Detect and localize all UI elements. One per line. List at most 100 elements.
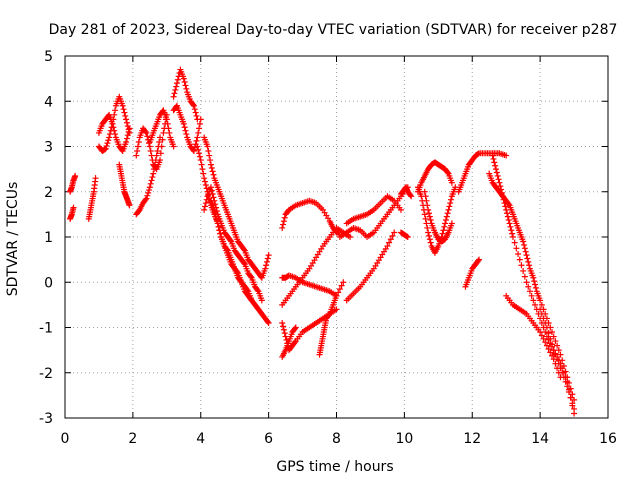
series-sat-ah: [503, 292, 564, 381]
points-layer: [67, 66, 578, 417]
series-sat-z: [397, 229, 411, 240]
data-point: [446, 203, 453, 210]
data-point: [524, 255, 531, 262]
data-point: [552, 338, 559, 345]
data-point: [523, 279, 530, 286]
data-point: [391, 229, 398, 236]
data-point: [134, 148, 141, 155]
data-point: [195, 146, 202, 153]
data-point: [263, 258, 270, 265]
data-point: [493, 166, 500, 173]
y-tick-label: -3: [39, 411, 53, 427]
series-sat-v: [343, 193, 404, 227]
data-point: [181, 124, 188, 131]
data-point: [475, 257, 482, 264]
data-point: [422, 215, 429, 222]
data-point: [505, 217, 512, 224]
data-point: [569, 391, 576, 398]
data-point: [555, 347, 562, 354]
data-point: [201, 178, 208, 185]
data-point: [538, 332, 545, 339]
data-point: [550, 333, 557, 340]
data-point: [545, 330, 552, 337]
data-point: [92, 175, 99, 182]
data-point: [120, 106, 127, 113]
series-sat-f: [116, 161, 133, 209]
series-sat-ag: [489, 152, 578, 417]
data-point: [422, 193, 429, 200]
data-point: [452, 184, 459, 191]
data-point: [142, 128, 149, 135]
data-point: [214, 220, 221, 227]
data-point: [190, 102, 197, 109]
data-point: [280, 323, 287, 330]
series-sat-u: [316, 279, 347, 358]
data-point: [204, 143, 211, 150]
data-point: [565, 388, 572, 395]
data-point: [492, 162, 499, 169]
data-point: [190, 148, 197, 155]
data-point: [106, 131, 113, 138]
data-point: [149, 174, 156, 181]
data-point: [407, 192, 414, 199]
series-sat-ae: [462, 256, 483, 290]
data-point: [279, 224, 286, 231]
data-point: [197, 116, 204, 123]
data-point: [509, 230, 516, 237]
data-point: [150, 170, 157, 177]
data-point: [212, 210, 219, 217]
data-point: [182, 82, 189, 89]
x-tick-label: 6: [264, 431, 273, 447]
data-point: [543, 324, 550, 331]
data-point: [103, 142, 110, 149]
data-point: [147, 180, 154, 187]
data-point: [234, 269, 241, 276]
data-point: [509, 234, 516, 240]
data-point: [281, 214, 288, 221]
x-tick-label: 4: [196, 431, 205, 447]
data-point: [347, 234, 354, 240]
data-point: [521, 273, 528, 280]
series-sat-y: [397, 184, 415, 200]
data-point: [425, 232, 432, 239]
data-point: [170, 93, 177, 100]
data-point: [554, 356, 561, 363]
data-point: [247, 273, 254, 280]
data-point: [126, 125, 133, 132]
data-point: [554, 342, 561, 349]
series-sat-ac: [421, 188, 455, 245]
data-point: [112, 107, 119, 114]
data-point: [504, 210, 511, 217]
data-point: [157, 134, 164, 141]
data-point: [183, 85, 190, 92]
data-point: [495, 176, 502, 183]
data-point: [104, 140, 111, 147]
data-point: [443, 213, 450, 220]
data-point: [106, 134, 113, 141]
data-point: [227, 237, 234, 244]
y-tick-label: -2: [39, 366, 53, 382]
data-point: [525, 283, 532, 290]
data-point: [441, 223, 448, 230]
data-point: [281, 330, 288, 337]
data-point: [208, 164, 215, 171]
data-point: [557, 365, 564, 372]
data-point: [207, 157, 214, 164]
data-point: [265, 319, 272, 326]
data-point: [489, 152, 496, 159]
series-sat-aa: [414, 159, 455, 195]
data-point: [151, 166, 158, 173]
data-point: [244, 287, 251, 294]
data-point: [126, 202, 133, 209]
x-tick-label: 2: [128, 431, 137, 447]
data-point: [538, 301, 545, 308]
data-point: [196, 150, 203, 157]
data-point: [134, 143, 141, 150]
data-point: [545, 345, 552, 352]
data-point: [148, 152, 155, 159]
data-point: [521, 241, 528, 248]
data-point: [201, 206, 208, 213]
data-point: [198, 161, 205, 168]
